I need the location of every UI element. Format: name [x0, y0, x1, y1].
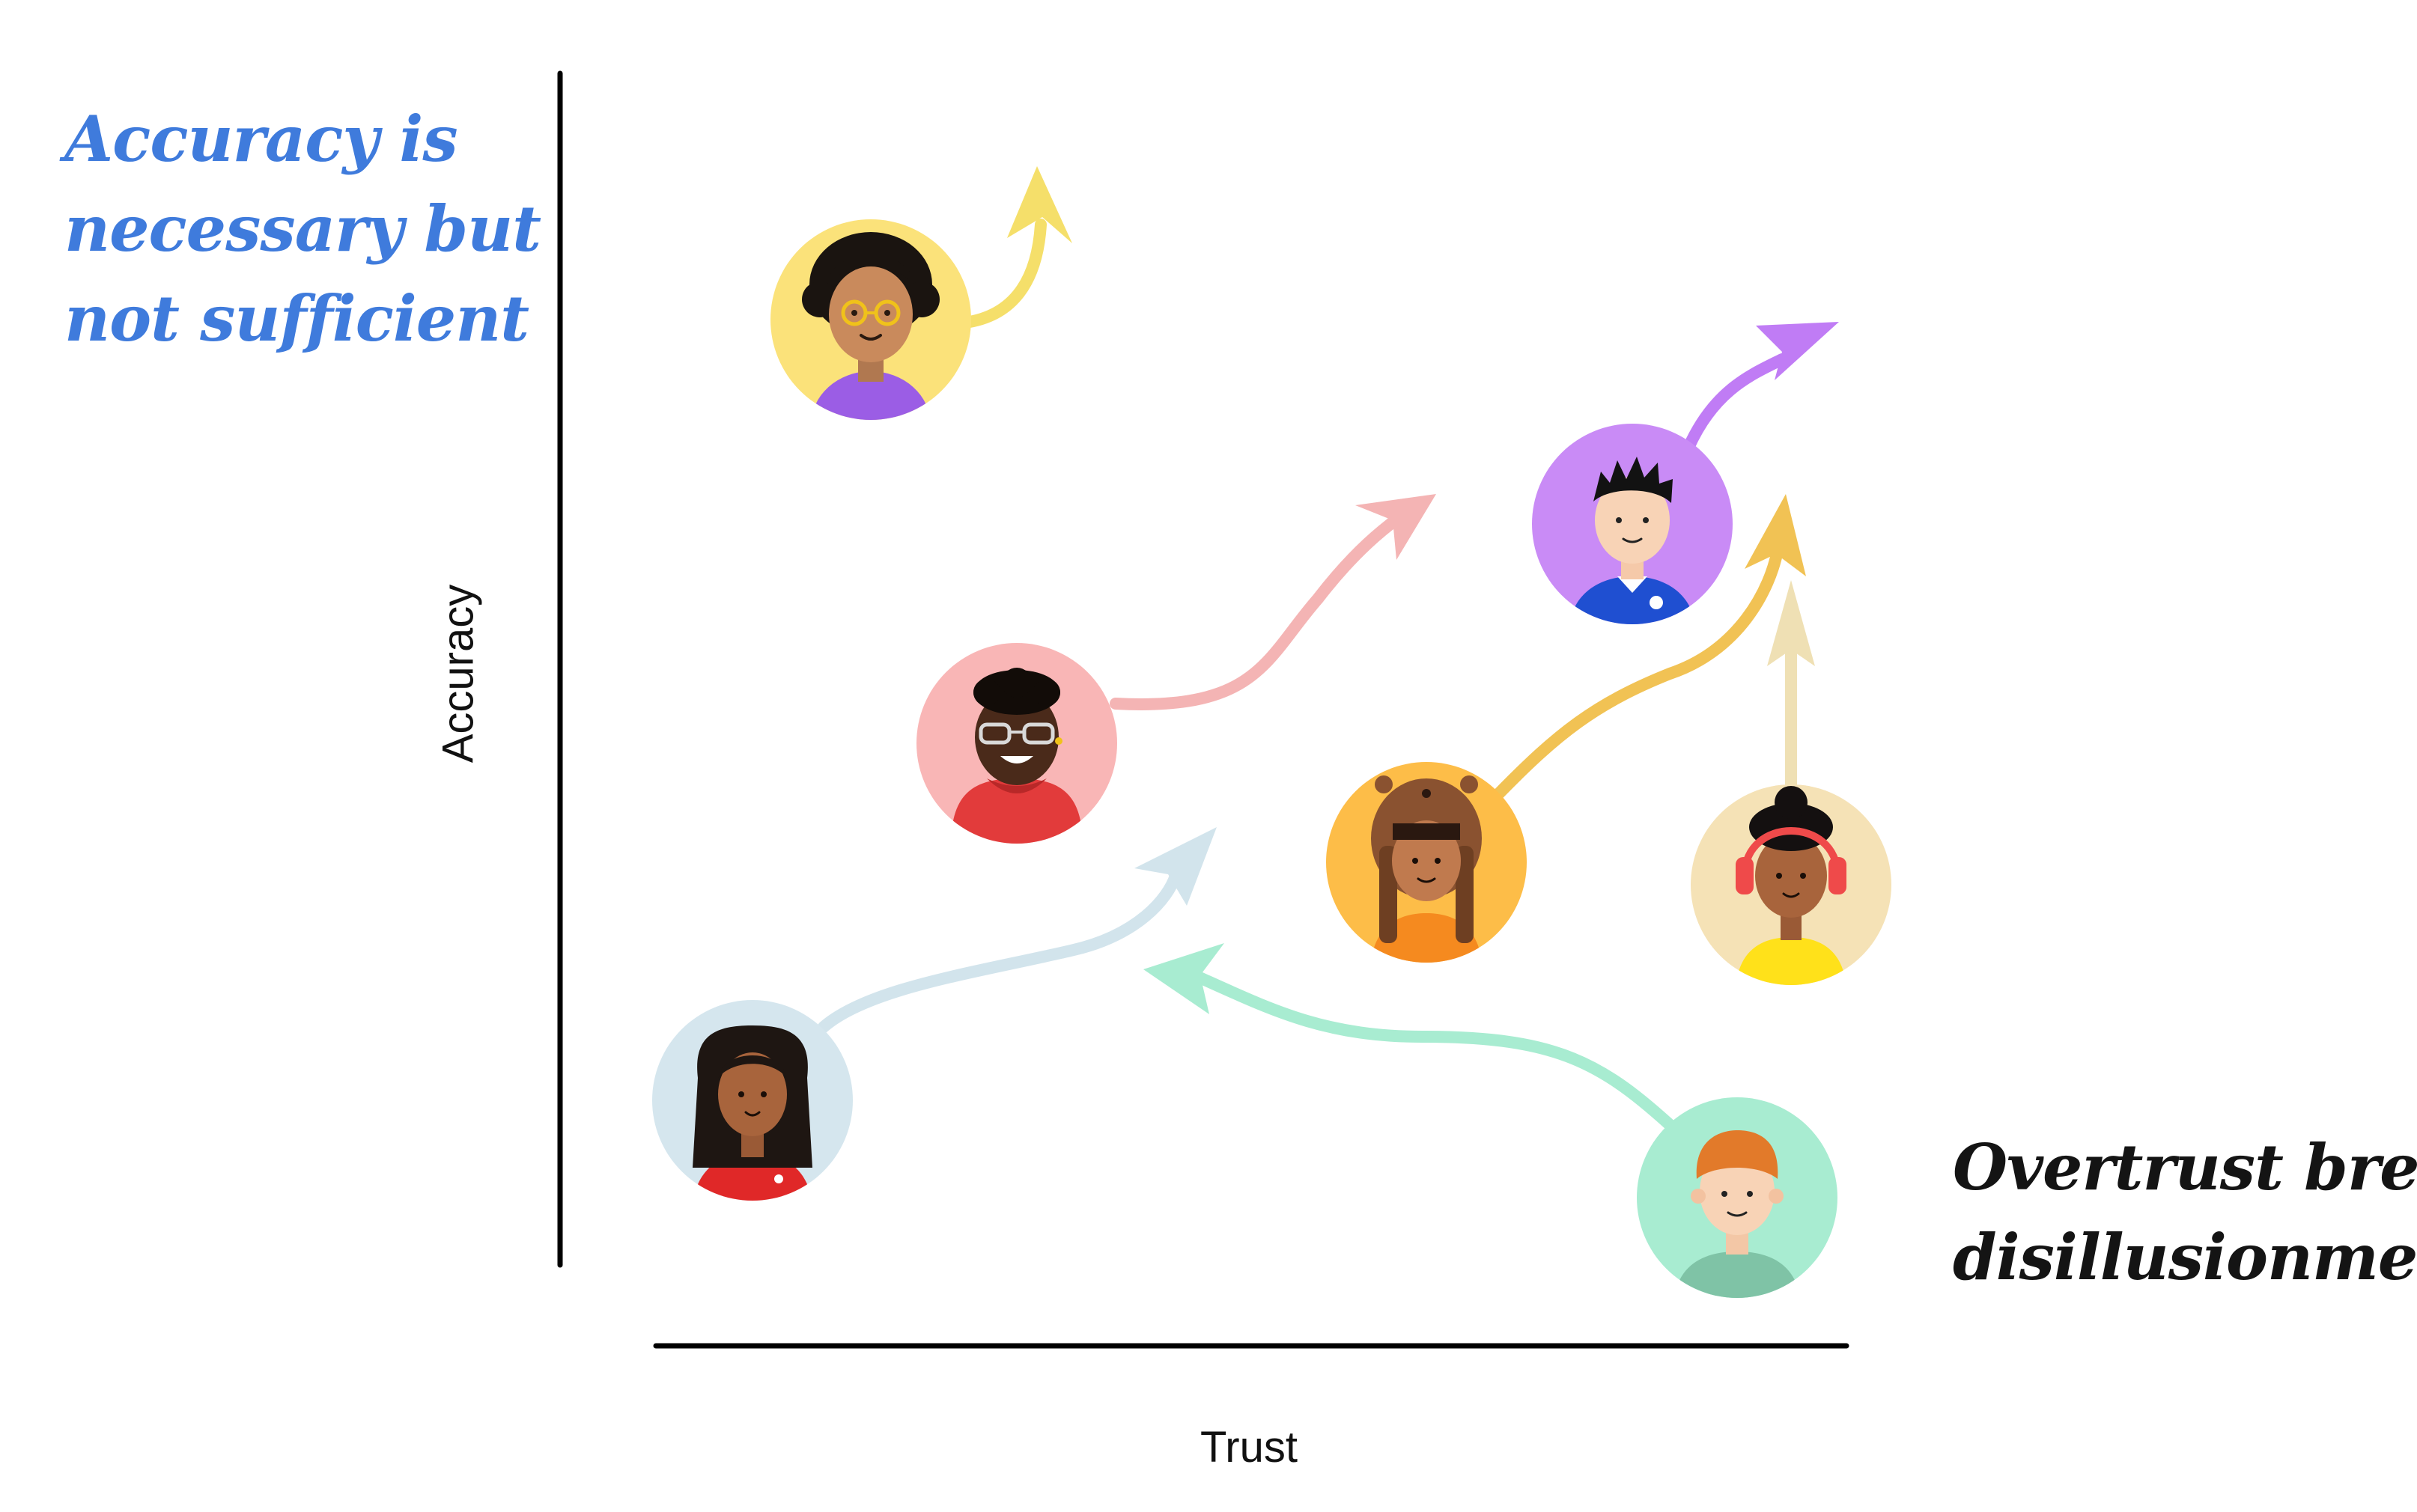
arrow-curly-hair [964, 166, 1072, 328]
y-axis-label: Accuracy [434, 584, 483, 763]
annotation-line: necessary but [64, 192, 541, 266]
arrow-red-hoodie [1110, 494, 1436, 710]
arrow-headphones [1767, 580, 1815, 790]
avatar-headphones [1691, 784, 1891, 985]
arrow-long-hair [818, 827, 1217, 1033]
avatar-curly-hair-glasses [770, 219, 971, 420]
annotation-line: Overtrust breeds [1953, 1130, 2417, 1204]
annotation-accuracy-necessary: Accuracy is necessary but not sufficient [64, 94, 541, 364]
annotation-line: not sufficient [64, 281, 529, 356]
arrow-spiky-hair [1682, 322, 1839, 454]
avatar-spiky-hair [1532, 424, 1733, 624]
annotation-line: disillusionment [1953, 1220, 2417, 1294]
arrow-ginger-hair [1143, 943, 1682, 1136]
annotation-line: Accuracy is [64, 102, 458, 176]
arrow-beaver-hat [1492, 494, 1806, 801]
avatar-beaver-hat [1326, 762, 1527, 963]
avatar-red-hoodie [916, 643, 1117, 844]
x-axis-label: Trust [1200, 1423, 1298, 1472]
avatar-ginger-hair [1637, 1097, 1837, 1298]
avatar-long-hair [652, 1000, 853, 1201]
annotation-overtrust: Overtrust breeds disillusionment [1953, 1123, 2417, 1302]
